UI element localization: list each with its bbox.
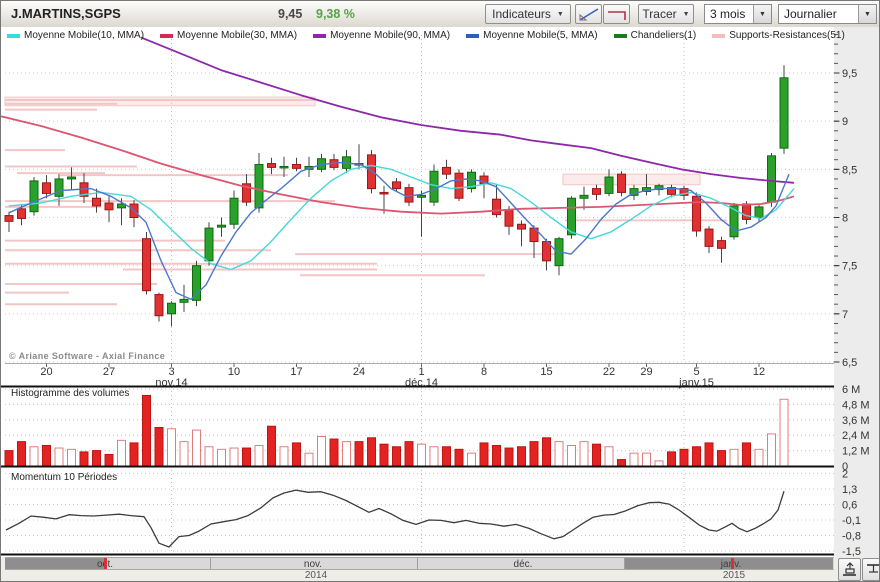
indicateurs-button-label: Indicateurs [492, 7, 551, 21]
svg-text:0,6: 0,6 [842, 500, 857, 512]
svg-text:15: 15 [540, 366, 552, 378]
svg-text:3: 3 [168, 366, 174, 378]
svg-text:20: 20 [40, 366, 52, 378]
svg-text:-0,8: -0,8 [842, 530, 861, 542]
svg-text:8,5: 8,5 [842, 164, 857, 176]
horizontal-line-icon [607, 10, 626, 20]
svg-text:2,4 M: 2,4 M [842, 430, 870, 442]
tracer-button-label: Tracer [642, 7, 677, 21]
svg-text:7: 7 [842, 309, 848, 321]
svg-text:29: 29 [640, 366, 652, 378]
merge-panel-icon [843, 562, 856, 576]
svg-text:1: 1 [418, 366, 424, 378]
svg-text:6 M: 6 M [842, 384, 860, 396]
timeline-separator [210, 558, 211, 569]
svg-text:-0,1: -0,1 [842, 515, 861, 527]
legend-item[interactable]: Chandeliers(1) [613, 30, 696, 41]
svg-text:5: 5 [693, 366, 699, 378]
timeline-month-label: nov. [303, 559, 323, 570]
legend-item[interactable]: Moyenne Mobile(30, MMA) [160, 30, 297, 41]
chevron-down-icon: ▼ [556, 10, 564, 18]
svg-text:0: 0 [842, 461, 848, 473]
indicator-legend: Moyenne Mobile(10, MMA) Moyenne Mobile(3… [7, 30, 845, 41]
chevron-down-icon[interactable]: ▼ [753, 5, 771, 23]
timeline-year-label: 2014 [304, 570, 328, 581]
svg-text:27: 27 [103, 366, 115, 378]
chevron-down-icon: ▼ [682, 10, 690, 18]
trendline-tool-button[interactable] [575, 4, 602, 24]
watermark: © Ariane Software - Axial Finance [9, 351, 166, 361]
tracer-button[interactable]: Tracer ▼ [638, 4, 694, 24]
header-bar: J.MARTINS,SGPS 9,45 9,38 % Indicateurs ▼… [1, 1, 879, 28]
momentum-panel-title: Momentum 10 Périodes [11, 472, 118, 483]
legend-item[interactable]: Supports-Resistances(51) [712, 30, 845, 41]
svg-text:22: 22 [603, 366, 615, 378]
timeline-separator [417, 558, 418, 569]
timeline-range-marker[interactable] [731, 558, 734, 569]
legend-swatch [313, 33, 327, 38]
timeline-out-of-range [5, 558, 107, 569]
chart-region: 9,5 9 8,5 8 7,5 7 6,5 20 27 3 nov.14 10 17 24 1 déc.14 8… [1, 27, 880, 558]
timeline-year-label: 2015 [722, 570, 746, 581]
timeline-separator [624, 558, 625, 569]
svg-text:1,3: 1,3 [842, 484, 857, 496]
svg-text:8: 8 [481, 366, 487, 378]
timeline-bar[interactable]: oct.nov.déc.janv. [5, 557, 834, 570]
svg-text:1,2 M: 1,2 M [842, 446, 870, 458]
split-panel-button[interactable] [862, 558, 879, 581]
svg-text:6,5: 6,5 [842, 357, 857, 369]
horizontal-line-tool-button[interactable] [603, 4, 630, 24]
period-select[interactable]: 3 mois ▼ [704, 4, 772, 24]
indicateurs-button[interactable]: Indicateurs ▼ [485, 4, 571, 24]
last-price: 9,45 [278, 7, 303, 21]
volume-panel-title: Histogramme des volumes [11, 388, 130, 399]
chevron-down-icon[interactable]: ▼ [858, 5, 876, 23]
legend-swatch [160, 33, 174, 38]
legend-swatch [466, 33, 480, 38]
frequency-select-value: Journalier [784, 7, 837, 21]
svg-text:3,6 M: 3,6 M [842, 415, 870, 427]
svg-text:4,8 M: 4,8 M [842, 399, 870, 411]
legend-item[interactable]: Moyenne Mobile(90, MMA) [313, 30, 450, 41]
svg-text:17: 17 [290, 366, 302, 378]
svg-text:9,5: 9,5 [842, 68, 857, 80]
svg-text:8: 8 [842, 212, 848, 224]
svg-text:7,5: 7,5 [842, 261, 857, 273]
split-panel-icon [867, 564, 879, 573]
period-select-value: 3 mois [710, 7, 746, 21]
legend-swatch [712, 33, 726, 38]
instrument-symbol: J.MARTINS,SGPS [11, 6, 121, 21]
timeline-range-marker[interactable] [104, 558, 107, 569]
legend-item[interactable]: Moyenne Mobile(5, MMA) [466, 30, 598, 41]
svg-text:10: 10 [228, 366, 240, 378]
timeline-out-of-range [624, 558, 833, 569]
frequency-select[interactable]: Journalier ▼ [778, 4, 877, 24]
price-change-percent: 9,38 % [316, 7, 355, 21]
svg-text:9: 9 [842, 116, 848, 128]
timeline-month-label: déc. [513, 559, 533, 570]
svg-text:-1,5: -1,5 [842, 546, 861, 557]
merge-panel-button[interactable] [838, 558, 861, 581]
legend-item[interactable]: Moyenne Mobile(10, MMA) [7, 30, 144, 41]
legend-swatch [613, 33, 627, 38]
trendline-icon [579, 7, 598, 21]
svg-text:24: 24 [353, 366, 365, 378]
legend-swatch [7, 33, 20, 38]
svg-text:2: 2 [842, 469, 848, 481]
svg-text:12: 12 [753, 366, 765, 378]
